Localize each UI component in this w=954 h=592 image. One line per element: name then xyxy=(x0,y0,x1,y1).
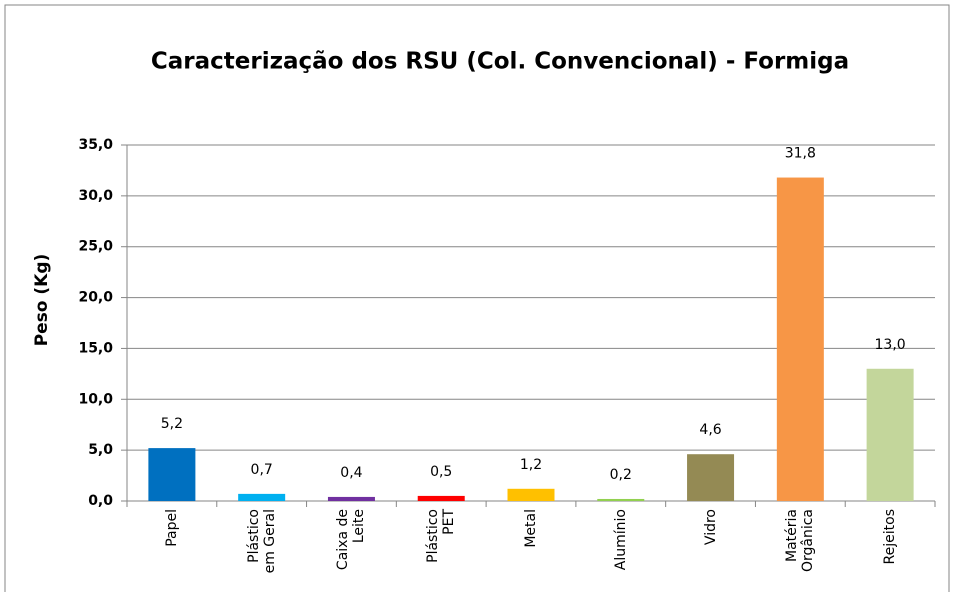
bar xyxy=(148,448,196,501)
bar xyxy=(238,493,286,501)
x-tick-label: Papel xyxy=(163,509,180,547)
bar xyxy=(417,495,465,501)
y-tick-label: 10,0 xyxy=(78,391,113,407)
x-tick-label: Alumínio xyxy=(612,509,629,571)
bar xyxy=(866,368,914,501)
bar xyxy=(687,454,735,501)
bar xyxy=(507,488,555,501)
x-tick-label: Metal xyxy=(523,509,539,548)
x-tick-label: Rejeitos xyxy=(882,509,899,565)
value-label: 0,4 xyxy=(340,465,362,481)
value-label: 0,5 xyxy=(430,464,452,480)
x-tick-label: Matéria Orgânica xyxy=(784,509,817,573)
bar xyxy=(327,496,375,501)
x-tick-label: Vidro xyxy=(702,509,719,546)
y-tick-label: 5,0 xyxy=(88,442,113,458)
y-tick-label: 15,0 xyxy=(78,340,113,356)
x-tick-label: Plástico em Geral xyxy=(245,509,278,574)
value-label: 4,6 xyxy=(699,422,721,438)
value-label: 0,7 xyxy=(251,462,273,478)
y-tick-label: 0,0 xyxy=(88,493,113,509)
y-tick-label: 30,0 xyxy=(78,188,113,204)
value-label: 31,8 xyxy=(785,146,816,162)
bar xyxy=(597,498,645,501)
x-tick-label: Plástico PET xyxy=(425,509,458,563)
value-label: 13,0 xyxy=(875,337,906,353)
y-tick-label: 20,0 xyxy=(78,290,113,306)
y-tick-label: 25,0 xyxy=(78,239,113,255)
value-label: 1,2 xyxy=(520,457,542,473)
y-tick-label: 35,0 xyxy=(78,137,113,153)
y-axis-label: Peso (Kg) xyxy=(32,254,52,347)
x-tick-label: Caixa de Leite xyxy=(335,509,368,571)
value-label: 5,2 xyxy=(161,416,183,432)
chart-frame xyxy=(4,4,950,592)
bar xyxy=(776,177,824,501)
chart-title: Caracterização dos RSU (Col. Convenciona… xyxy=(151,49,849,75)
value-label: 0,2 xyxy=(610,467,632,483)
